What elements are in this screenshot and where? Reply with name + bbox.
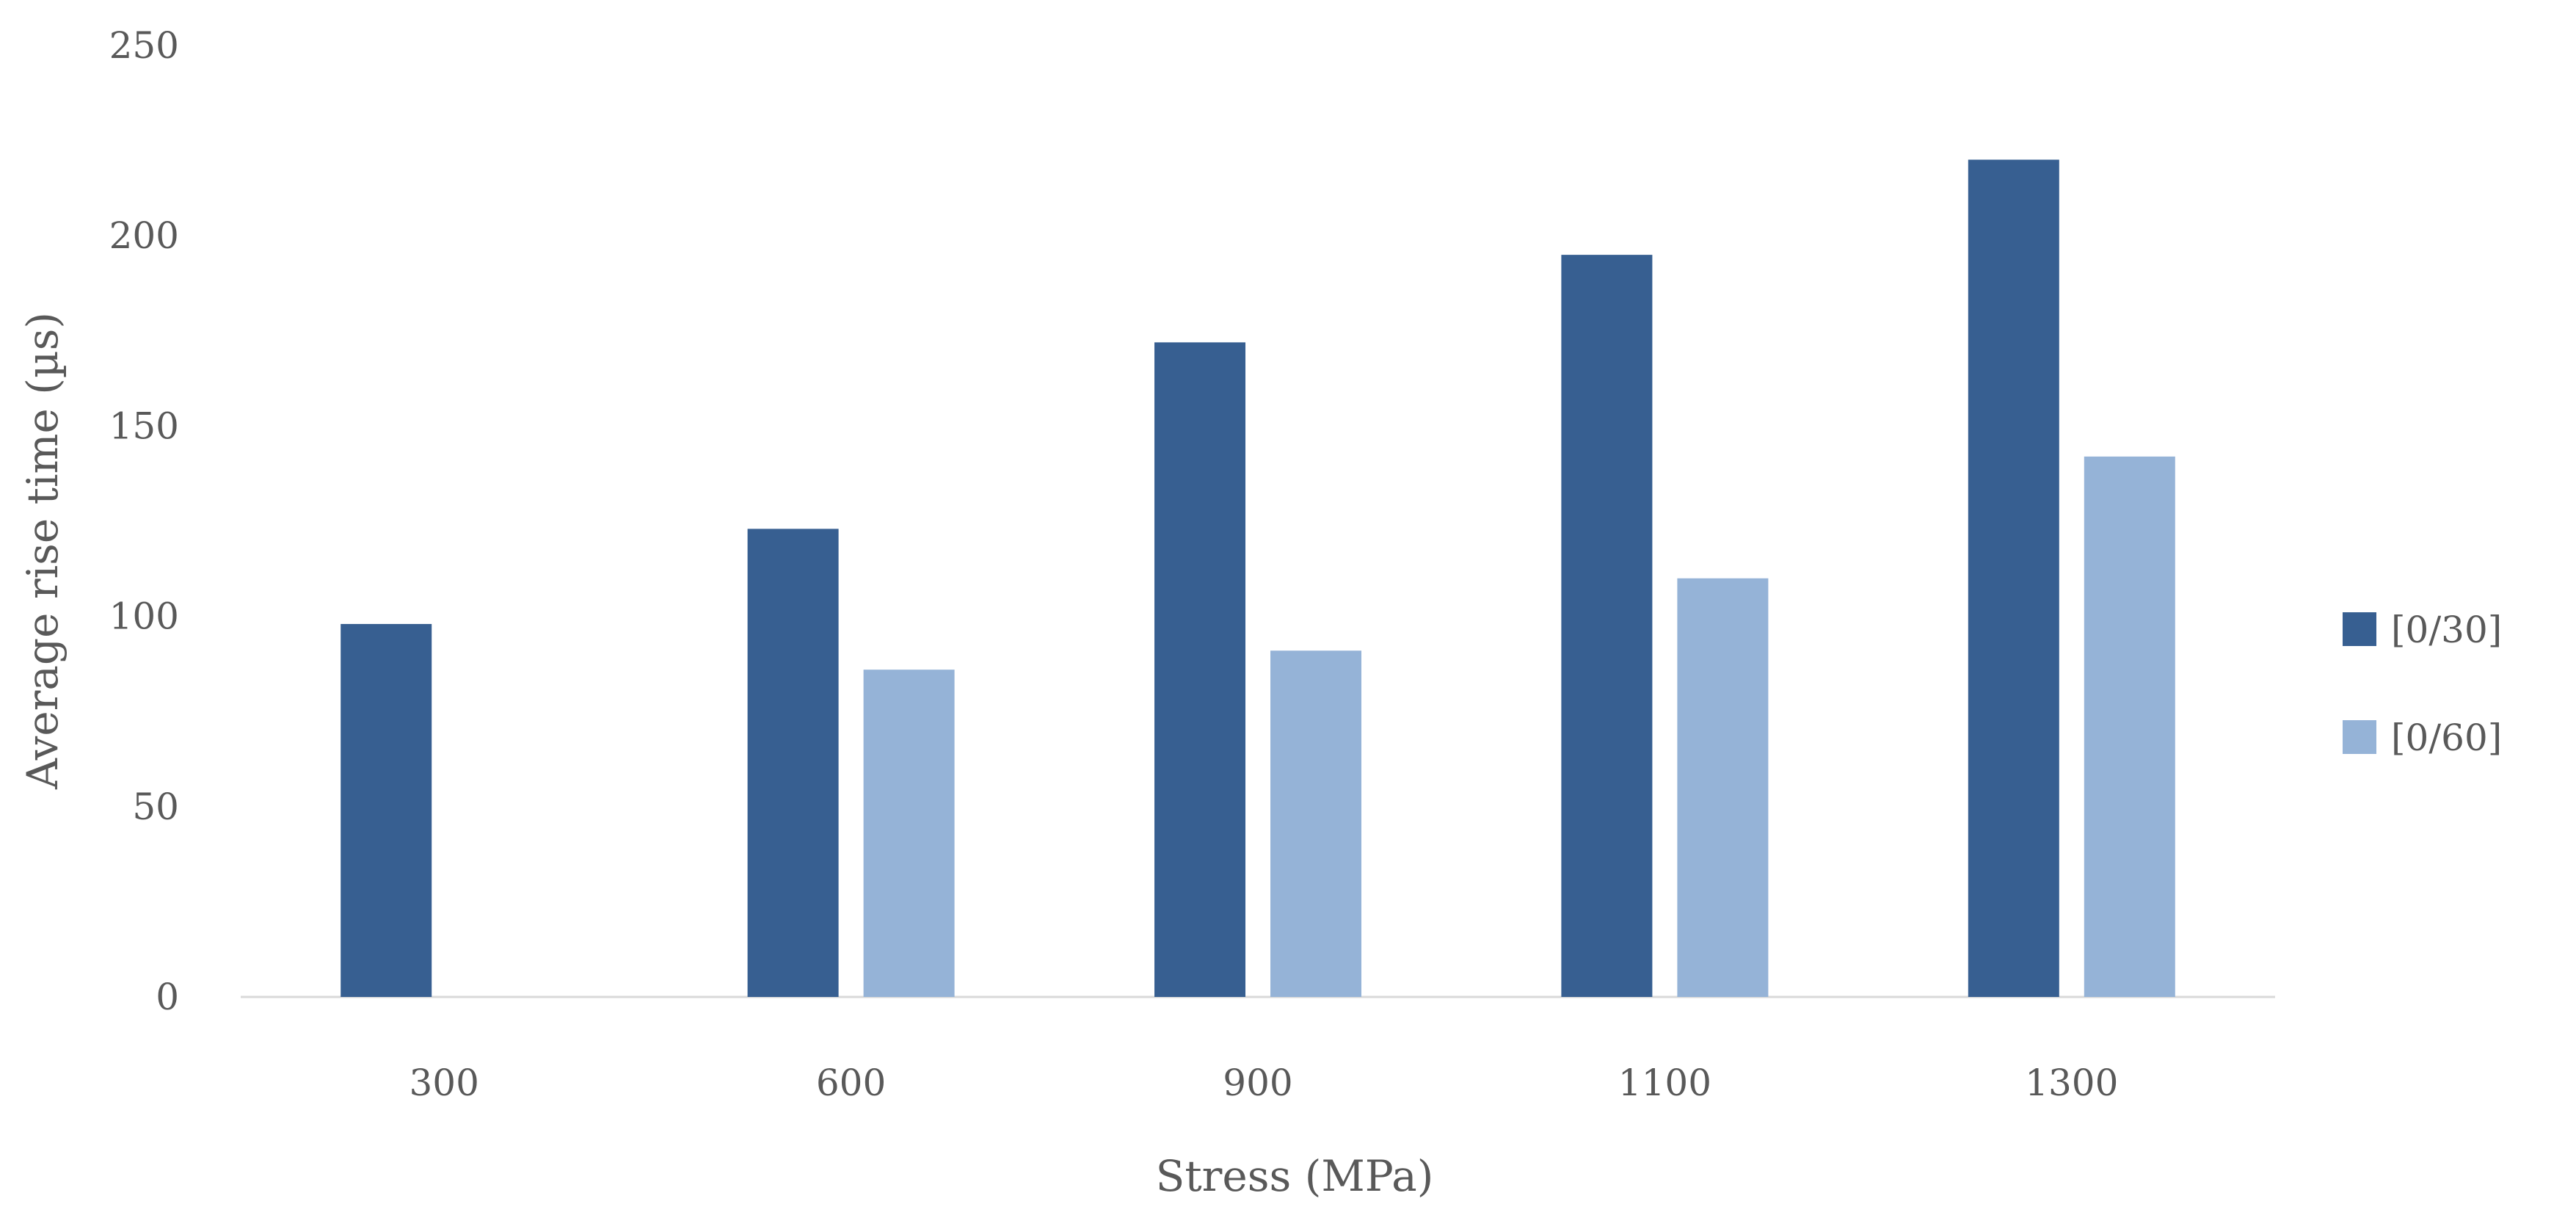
y-tick-label: 100 (109, 595, 179, 638)
x-tick-label: 1300 (2025, 1062, 2118, 1104)
y-tick-label: 250 (109, 24, 179, 67)
x-axis-title: Stress (MPa) (1156, 1151, 1434, 1201)
bar (747, 529, 839, 997)
bar (1677, 578, 1769, 997)
y-axis-ticks: 0 50 100 150 200 250 (109, 24, 179, 1018)
legend-swatch (2343, 720, 2376, 754)
x-axis-ticks: 300 600 900 1100 1300 (409, 1062, 2118, 1104)
legend-label: [0/60] (2391, 717, 2502, 759)
x-tick-label: 900 (1223, 1062, 1292, 1104)
x-tick-label: 300 (409, 1062, 479, 1104)
y-tick-label: 50 (132, 786, 179, 828)
legend-swatch (2343, 612, 2376, 646)
x-tick-label: 1100 (1618, 1062, 1711, 1104)
bar (1270, 650, 1361, 997)
bar (1154, 342, 1245, 997)
bars (341, 159, 2175, 997)
bar (1968, 159, 2059, 997)
y-tick-label: 0 (156, 976, 179, 1018)
y-tick-label: 200 (109, 214, 179, 257)
bar (1561, 255, 1653, 997)
legend: [0/30] [0/60] (2343, 609, 2502, 759)
bar (341, 623, 432, 997)
x-tick-label: 600 (816, 1062, 886, 1104)
y-axis-title: Average rise time (µs) (18, 312, 68, 790)
legend-label: [0/30] (2391, 609, 2502, 651)
y-tick-label: 150 (109, 405, 179, 447)
bar (863, 670, 955, 997)
bar (2084, 456, 2175, 997)
